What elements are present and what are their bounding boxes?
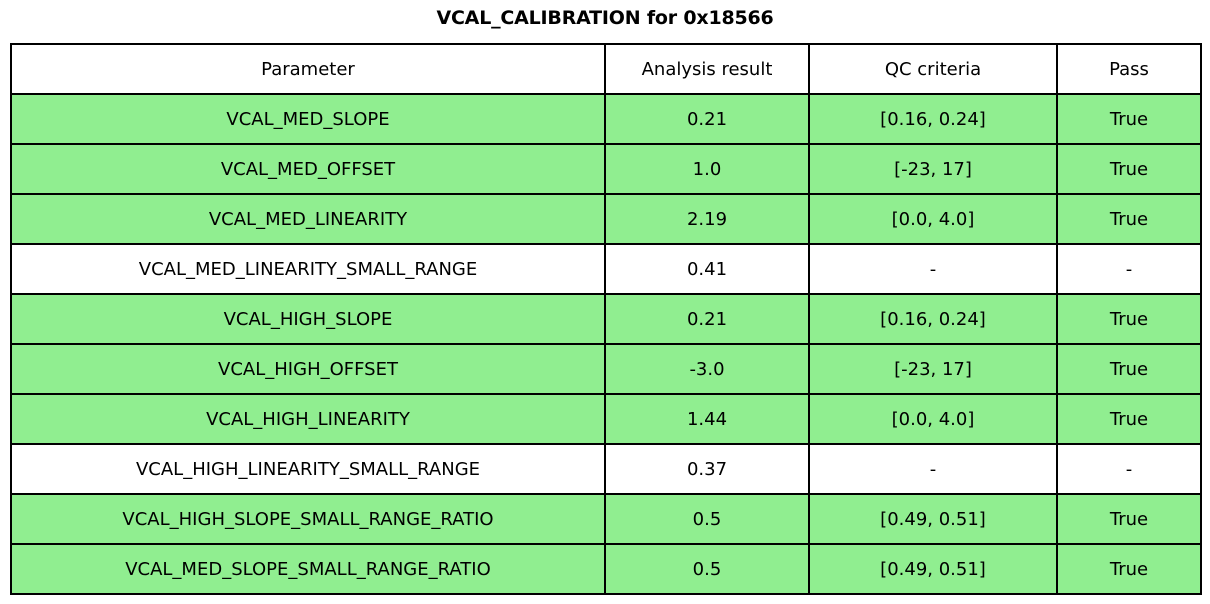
cell-qc-criteria: - bbox=[808, 443, 1058, 495]
cell-analysis-result: 0.21 bbox=[604, 93, 810, 145]
cell-qc-criteria: [-23, 17] bbox=[808, 143, 1058, 195]
cell-parameter: VCAL_HIGH_OFFSET bbox=[10, 343, 606, 395]
col-header-pass: Pass bbox=[1056, 43, 1202, 95]
cell-parameter: VCAL_MED_LINEARITY_SMALL_RANGE bbox=[10, 243, 606, 295]
cell-parameter: VCAL_HIGH_SLOPE_SMALL_RANGE_RATIO bbox=[10, 493, 606, 545]
chart-title: VCAL_CALIBRATION for 0x18566 bbox=[436, 7, 774, 29]
cell-parameter: VCAL_HIGH_LINEARITY bbox=[10, 393, 606, 445]
header-row: Parameter Analysis result QC criteria Pa… bbox=[10, 43, 1202, 95]
table-row: VCAL_MED_OFFSET 1.0 [-23, 17] True bbox=[10, 143, 1202, 195]
cell-parameter: VCAL_MED_OFFSET bbox=[10, 143, 606, 195]
cell-qc-criteria: [0.0, 4.0] bbox=[808, 193, 1058, 245]
cell-analysis-result: 2.19 bbox=[604, 193, 810, 245]
cell-pass: - bbox=[1056, 243, 1202, 295]
cell-analysis-result: 0.21 bbox=[604, 293, 810, 345]
table-row: VCAL_HIGH_OFFSET -3.0 [-23, 17] True bbox=[10, 343, 1202, 395]
col-header-qc-criteria: QC criteria bbox=[808, 43, 1058, 95]
col-header-parameter: Parameter bbox=[10, 43, 606, 95]
cell-qc-criteria: - bbox=[808, 243, 1058, 295]
table-row: VCAL_HIGH_SLOPE_SMALL_RANGE_RATIO 0.5 [0… bbox=[10, 493, 1202, 545]
cell-pass: - bbox=[1056, 443, 1202, 495]
table-row: VCAL_HIGH_SLOPE 0.21 [0.16, 0.24] True bbox=[10, 293, 1202, 345]
cell-analysis-result: 0.41 bbox=[604, 243, 810, 295]
cell-analysis-result: 0.5 bbox=[604, 543, 810, 595]
table-row: VCAL_MED_LINEARITY_SMALL_RANGE 0.41 - - bbox=[10, 243, 1202, 295]
cell-qc-criteria: [-23, 17] bbox=[808, 343, 1058, 395]
cell-parameter: VCAL_MED_SLOPE_SMALL_RANGE_RATIO bbox=[10, 543, 606, 595]
cell-qc-criteria: [0.0, 4.0] bbox=[808, 393, 1058, 445]
cell-pass: True bbox=[1056, 493, 1202, 545]
cell-pass: True bbox=[1056, 393, 1202, 445]
cell-qc-criteria: [0.49, 0.51] bbox=[808, 493, 1058, 545]
table-row: VCAL_HIGH_LINEARITY_SMALL_RANGE 0.37 - - bbox=[10, 443, 1202, 495]
cell-qc-criteria: [0.16, 0.24] bbox=[808, 93, 1058, 145]
cell-pass: True bbox=[1056, 193, 1202, 245]
cell-qc-criteria: [0.49, 0.51] bbox=[808, 543, 1058, 595]
cell-analysis-result: 1.0 bbox=[604, 143, 810, 195]
table-row: VCAL_MED_SLOPE_SMALL_RANGE_RATIO 0.5 [0.… bbox=[10, 543, 1202, 595]
cell-pass: True bbox=[1056, 293, 1202, 345]
cell-parameter: VCAL_MED_SLOPE bbox=[10, 93, 606, 145]
table-row: VCAL_MED_LINEARITY 2.19 [0.0, 4.0] True bbox=[10, 193, 1202, 245]
qc-results-table: Parameter Analysis result QC criteria Pa… bbox=[10, 43, 1202, 595]
cell-parameter: VCAL_HIGH_SLOPE bbox=[10, 293, 606, 345]
table-row: VCAL_MED_SLOPE 0.21 [0.16, 0.24] True bbox=[10, 93, 1202, 145]
col-header-analysis-result: Analysis result bbox=[604, 43, 810, 95]
cell-analysis-result: 0.5 bbox=[604, 493, 810, 545]
cell-analysis-result: 1.44 bbox=[604, 393, 810, 445]
cell-parameter: VCAL_MED_LINEARITY bbox=[10, 193, 606, 245]
cell-qc-criteria: [0.16, 0.24] bbox=[808, 293, 1058, 345]
cell-pass: True bbox=[1056, 343, 1202, 395]
cell-analysis-result: 0.37 bbox=[604, 443, 810, 495]
cell-pass: True bbox=[1056, 93, 1202, 145]
cell-pass: True bbox=[1056, 543, 1202, 595]
cell-pass: True bbox=[1056, 143, 1202, 195]
cell-parameter: VCAL_HIGH_LINEARITY_SMALL_RANGE bbox=[10, 443, 606, 495]
cell-analysis-result: -3.0 bbox=[604, 343, 810, 395]
table-row: VCAL_HIGH_LINEARITY 1.44 [0.0, 4.0] True bbox=[10, 393, 1202, 445]
